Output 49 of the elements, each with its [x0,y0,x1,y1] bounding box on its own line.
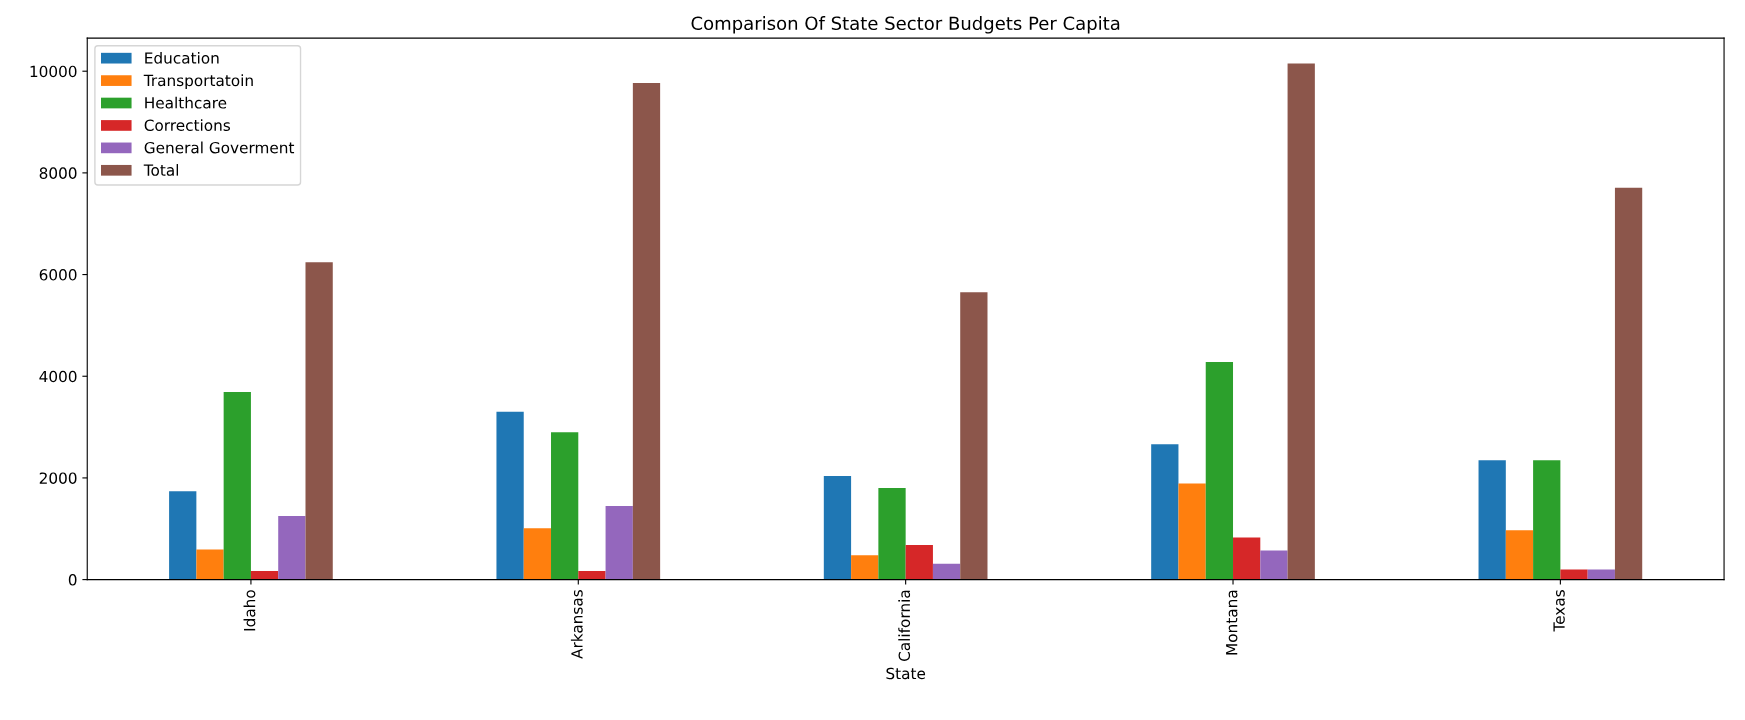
y-tick-label: 0 [68,574,77,586]
x-tick-label: Arkansas [570,590,583,659]
legend-label: Healthcare [145,96,227,109]
legend-label: Transportatoin [143,74,253,90]
bar [496,411,524,580]
y-tick-label: 8000 [39,167,77,179]
x-tick-label: Montana [1226,590,1238,655]
bar [605,505,633,580]
y-tick-label: 2000 [39,472,77,484]
x-tick-label: California [898,590,911,662]
bar [932,563,961,580]
bar [1533,460,1561,580]
y-tick-label: 4000 [39,370,77,383]
bar [223,392,251,580]
bar [1287,63,1315,580]
bar [1478,460,1506,580]
bar [250,570,279,580]
legend-label: Education [145,51,219,64]
x-axis-title: State [886,667,926,680]
bar [1178,483,1206,580]
bar [1587,569,1615,580]
chart-title: Comparison Of State Sector Budgets Per Capita [691,16,1120,34]
bar [578,570,606,580]
bar [551,432,579,580]
bar [1233,537,1261,580]
bar [1151,444,1179,580]
bar [823,475,852,580]
bar [523,528,552,580]
y-tick-label: 6000 [39,269,77,281]
legend-label: Total [143,164,179,176]
bar [905,545,933,580]
bar [169,491,197,580]
bar [305,262,333,580]
x-tick-label: Texas [1553,590,1565,632]
bar [1260,550,1288,580]
bar [632,82,661,580]
y-tick-label: 10000 [30,65,77,78]
bar [1560,569,1588,580]
legend-label: Corrections [144,119,231,132]
legend-label: General Goverment [144,141,295,154]
bar [1205,362,1234,580]
bar [278,516,306,580]
bar [960,292,988,580]
bar [851,555,879,580]
bar [196,549,224,580]
x-tick-label: Idaho [243,590,256,631]
bar [1614,187,1643,580]
bar [1505,530,1534,580]
bar [878,488,906,580]
